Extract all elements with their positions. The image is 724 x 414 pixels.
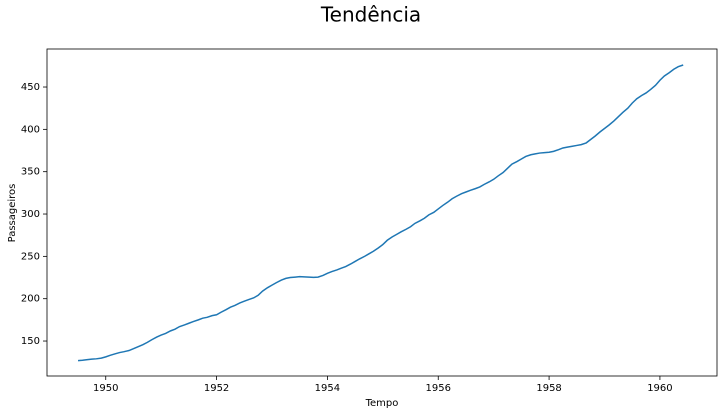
trend-line [77, 64, 684, 362]
x-tick-label: 1956 [426, 383, 451, 394]
x-tick-label: 1960 [647, 383, 672, 394]
y-tick-label: 200 [21, 294, 40, 305]
chart-title: Tendência [320, 3, 421, 27]
plot-frame [46, 48, 718, 377]
y-tick-label: 450 [21, 82, 40, 93]
x-tick-label: 1958 [536, 383, 561, 394]
x-tick-label: 1952 [204, 383, 229, 394]
x-axis-label: Tempo [365, 398, 399, 409]
y-tick-label: 250 [21, 251, 40, 262]
y-tick-label: 400 [21, 124, 40, 135]
y-tick-label: 350 [21, 167, 40, 178]
y-axis-label: Passageiros [7, 184, 18, 243]
x-tick-label: 1954 [315, 383, 340, 394]
y-tick-label: 300 [21, 209, 40, 220]
y-tick-label: 150 [21, 336, 40, 347]
x-tick-label: 1950 [93, 383, 118, 394]
